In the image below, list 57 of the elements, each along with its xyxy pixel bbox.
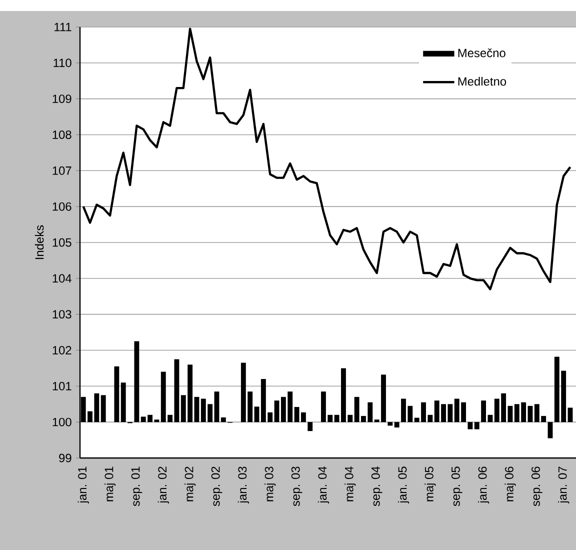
x-tick-label: maj 02 <box>184 466 196 502</box>
x-tick-label: sep. 01 <box>131 466 142 506</box>
x-tick-label: jan. 06 <box>478 466 490 504</box>
bar <box>568 408 573 422</box>
line-series <box>82 28 572 290</box>
x-tick-label: jan. 03 <box>238 466 249 504</box>
x-tick-label: jan. 01 <box>78 466 89 504</box>
bar <box>388 422 393 426</box>
bar <box>300 412 306 422</box>
bar <box>134 341 140 422</box>
x-tick-label: sep. 06 <box>531 466 542 506</box>
bar <box>508 406 513 422</box>
legend-label: Mesečno <box>458 48 506 58</box>
y-tick-label: 109 <box>52 94 72 104</box>
x-tick-label: sep. 03 <box>291 466 302 506</box>
x-tick-label: jan. 05 <box>398 466 410 504</box>
legend-label: Medletno <box>458 76 506 86</box>
x-tick-label: maj 03 <box>264 466 276 502</box>
bar <box>220 417 226 422</box>
y-tick-label: 102 <box>52 346 72 354</box>
bar <box>254 406 260 422</box>
x-tick-label: sep. 04 <box>371 466 382 506</box>
x-tick-label: maj 04 <box>344 466 356 502</box>
bar <box>394 422 400 428</box>
x-tick-label: jan. 04 <box>318 466 330 504</box>
bar <box>100 395 106 422</box>
bar <box>528 406 533 422</box>
x-tick-label: maj 05 <box>424 466 436 502</box>
x-tick-label: jan. 07 <box>558 466 570 504</box>
bar <box>294 406 300 422</box>
y-tick-label: 107 <box>52 166 72 175</box>
y-tick-label: 104 <box>52 274 72 283</box>
y-tick-label: 111 <box>54 22 72 32</box>
y-tick-label: 106 <box>52 202 72 211</box>
bar <box>274 400 280 422</box>
bar <box>474 422 480 430</box>
bar <box>468 422 473 430</box>
bar <box>548 422 553 438</box>
bar <box>120 382 126 422</box>
x-tick-label: sep. 05 <box>451 466 462 506</box>
bar <box>174 359 180 422</box>
x-tick-label: sep. 02 <box>211 466 222 506</box>
y-axis-title: Indeks <box>34 225 44 259</box>
bar <box>114 366 120 422</box>
y-tick-label: 103 <box>52 310 72 319</box>
x-tick-label: jan. 02 <box>158 466 169 504</box>
y-tick-label: 108 <box>52 130 72 139</box>
y-tick-label: 110 <box>54 58 72 68</box>
x-tick-label: maj 06 <box>504 466 516 502</box>
y-tick-label: 100 <box>52 418 72 426</box>
y-tick-label: 105 <box>52 238 72 247</box>
bar <box>308 422 313 432</box>
y-tick-label: 99 <box>59 454 72 462</box>
x-tick-label: maj 01 <box>104 466 116 502</box>
bar <box>214 392 220 422</box>
bar <box>194 396 200 422</box>
y-tick-label: 101 <box>52 382 72 390</box>
